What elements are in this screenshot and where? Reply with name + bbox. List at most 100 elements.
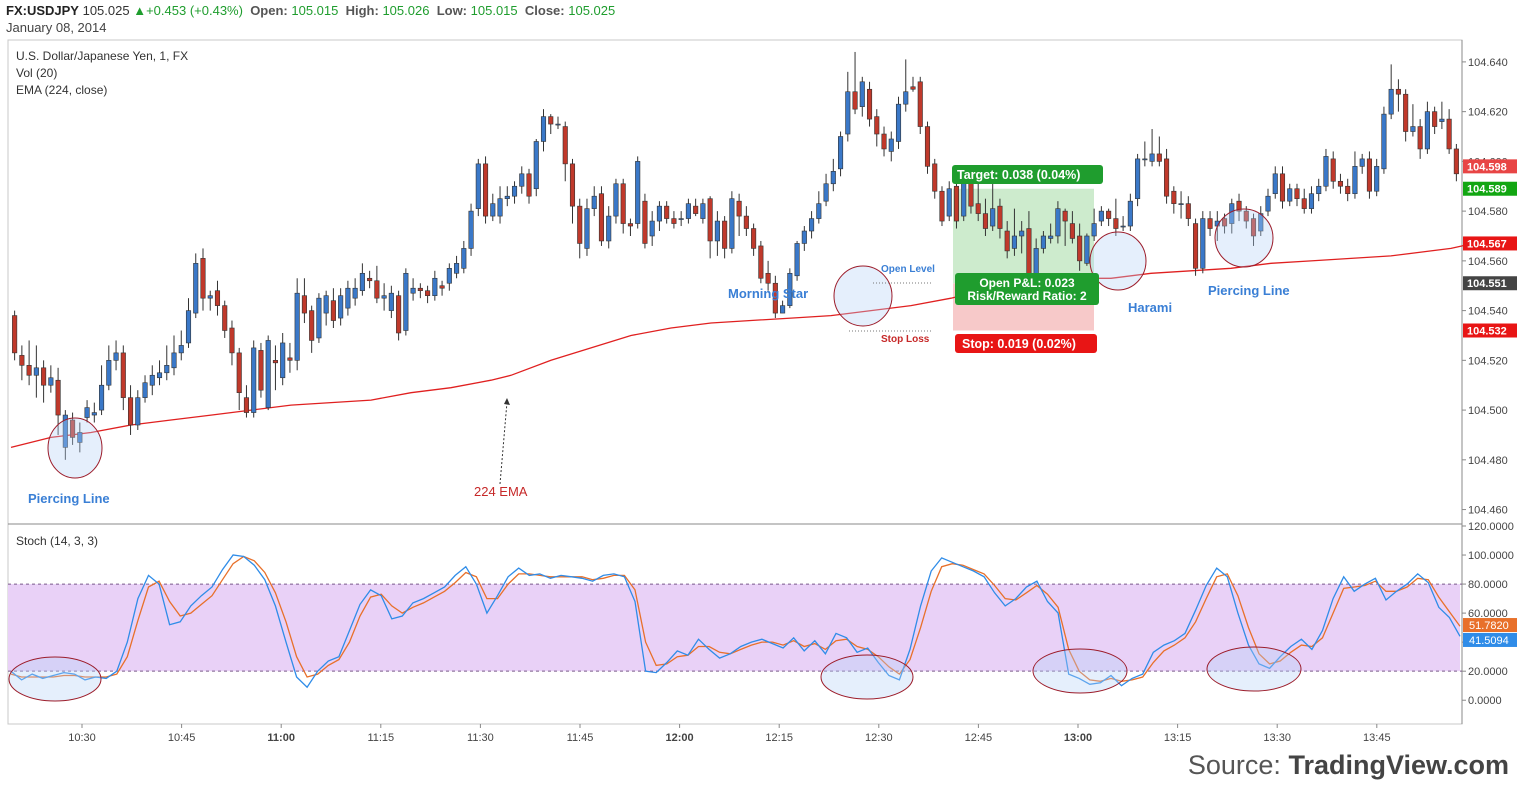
candle[interactable] xyxy=(635,156,641,229)
candle[interactable] xyxy=(338,288,344,326)
candle[interactable] xyxy=(207,290,213,311)
candle[interactable] xyxy=(569,158,576,224)
candle[interactable] xyxy=(1446,109,1452,154)
candle[interactable] xyxy=(1453,143,1459,182)
candle[interactable] xyxy=(1243,206,1249,229)
candle[interactable] xyxy=(627,218,633,236)
candle[interactable] xyxy=(816,191,822,224)
candle[interactable] xyxy=(917,76,923,135)
candle[interactable] xyxy=(707,196,713,259)
candle[interactable] xyxy=(562,121,568,182)
candle[interactable] xyxy=(1432,106,1438,135)
candle[interactable] xyxy=(946,181,952,222)
candle[interactable] xyxy=(1207,211,1213,236)
candle[interactable] xyxy=(519,166,525,194)
ema-line[interactable] xyxy=(10,242,1474,449)
candle[interactable] xyxy=(468,203,474,256)
time-axis[interactable]: 10:30 10:45 11:00 11:15 11:30 11:45 12:00 12:15… xyxy=(68,724,1391,744)
candle[interactable] xyxy=(1395,79,1401,112)
candle[interactable] xyxy=(222,300,228,338)
candle[interactable] xyxy=(642,193,648,249)
candle[interactable] xyxy=(1424,101,1430,154)
candle[interactable] xyxy=(1345,178,1351,202)
candle[interactable] xyxy=(251,340,257,418)
candle[interactable] xyxy=(367,270,373,289)
candle[interactable] xyxy=(1417,119,1423,159)
candle[interactable] xyxy=(497,186,503,224)
candle[interactable] xyxy=(1193,218,1199,276)
candle[interactable] xyxy=(280,332,286,386)
candle[interactable] xyxy=(548,114,554,135)
candle[interactable] xyxy=(1265,188,1271,217)
candle[interactable] xyxy=(874,109,880,147)
stoch-series-line[interactable] xyxy=(10,555,1461,682)
candle[interactable] xyxy=(1352,151,1358,199)
candle[interactable] xyxy=(511,181,518,204)
candle[interactable] xyxy=(1366,151,1372,199)
candle[interactable] xyxy=(12,310,18,361)
target-badge[interactable] xyxy=(952,165,1103,184)
candle[interactable] xyxy=(1120,216,1126,232)
candle[interactable] xyxy=(84,400,90,423)
candle[interactable] xyxy=(1439,101,1445,130)
candle[interactable] xyxy=(490,193,496,222)
candle[interactable] xyxy=(895,96,902,149)
candle[interactable] xyxy=(272,345,278,391)
candle[interactable] xyxy=(301,278,307,324)
candle[interactable] xyxy=(780,300,786,314)
candle[interactable] xyxy=(1091,208,1097,241)
candle[interactable] xyxy=(1279,166,1286,209)
candle[interactable] xyxy=(19,345,25,381)
candle[interactable] xyxy=(294,278,300,371)
candle[interactable] xyxy=(664,201,670,224)
candle[interactable] xyxy=(1236,193,1242,222)
candle[interactable] xyxy=(540,109,547,152)
candle[interactable] xyxy=(1040,231,1046,254)
candle[interactable] xyxy=(99,365,105,416)
candle[interactable] xyxy=(127,385,134,435)
candle[interactable] xyxy=(830,158,836,192)
candle[interactable] xyxy=(258,342,264,398)
candle[interactable] xyxy=(439,280,445,296)
candle[interactable] xyxy=(113,340,119,371)
candle[interactable] xyxy=(483,156,489,224)
candle[interactable] xyxy=(1113,198,1119,236)
candle[interactable] xyxy=(838,131,844,177)
candle[interactable] xyxy=(185,298,192,348)
candle[interactable] xyxy=(649,211,655,246)
candle[interactable] xyxy=(787,268,793,309)
candle[interactable] xyxy=(381,283,387,311)
candle[interactable] xyxy=(388,285,394,319)
price-axis[interactable]: 104.640104.620104.600104.580104.560104.5… xyxy=(1462,57,1508,517)
candle[interactable] xyxy=(1127,193,1133,232)
candle[interactable] xyxy=(845,71,851,142)
candle[interactable] xyxy=(1164,148,1170,204)
candle[interactable] xyxy=(1301,188,1307,214)
legend-ema[interactable]: EMA (224, close) xyxy=(16,83,107,97)
candle[interactable] xyxy=(454,255,460,279)
candle[interactable] xyxy=(1374,158,1380,197)
candle[interactable] xyxy=(106,345,112,391)
candle[interactable] xyxy=(1062,208,1068,246)
candle[interactable] xyxy=(722,216,728,259)
candle[interactable] xyxy=(526,168,532,204)
candle[interactable] xyxy=(352,278,358,306)
candle[interactable] xyxy=(1019,221,1025,254)
stoch-axis[interactable]: 120.0000100.000080.000060.000040.000020.… xyxy=(1462,521,1517,707)
candle[interactable] xyxy=(309,305,315,353)
candle[interactable] xyxy=(1142,141,1148,167)
candle[interactable] xyxy=(171,335,177,376)
stop-badge[interactable] xyxy=(955,334,1097,353)
candle[interactable] xyxy=(164,345,170,381)
candle[interactable] xyxy=(1294,183,1300,207)
candle[interactable] xyxy=(714,211,720,256)
candle[interactable] xyxy=(1250,213,1257,246)
candle[interactable] xyxy=(142,375,148,403)
stoch-series-line[interactable] xyxy=(10,554,1461,689)
candle[interactable] xyxy=(772,275,778,319)
symbol-name[interactable]: FX:USDJPY xyxy=(6,3,79,18)
candle[interactable] xyxy=(1156,136,1162,167)
candle[interactable] xyxy=(758,240,764,284)
candle[interactable] xyxy=(671,211,677,229)
candle[interactable] xyxy=(939,186,945,227)
